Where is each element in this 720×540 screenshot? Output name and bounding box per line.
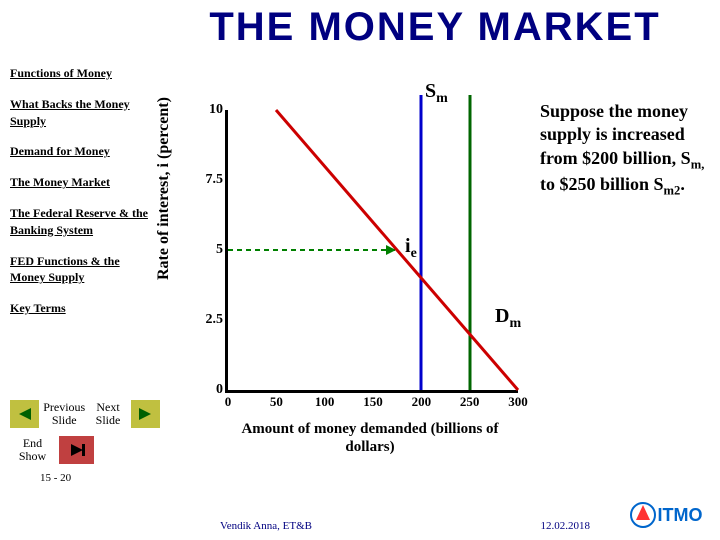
footer-date: 12.02.2018 — [541, 520, 591, 532]
xtick-50: 50 — [270, 394, 283, 410]
xtick-100: 100 — [315, 394, 335, 410]
ytick-7-5: 7.5 — [198, 172, 223, 188]
sidebar: Functions of Money What Backs the Money … — [10, 65, 155, 331]
arrow-left-icon — [15, 406, 35, 422]
logo-icon — [628, 500, 658, 530]
chart: Rate of interest, i (percent) 10 7.5 5 2… — [165, 80, 535, 480]
x-axis-label: Amount of money demanded (billions of do… — [225, 420, 515, 456]
sidebar-link-functions[interactable]: Functions of Money — [10, 65, 155, 82]
sidebar-link-fed-functions[interactable]: FED Functions & the Money Supply — [10, 253, 155, 287]
plot-region: 10 7.5 5 2.5 0 0 50 100 150 200 250 300 — [225, 110, 518, 393]
xtick-200: 200 — [412, 394, 432, 410]
xtick-300: 300 — [508, 394, 528, 410]
ytick-2-5: 2.5 — [198, 312, 223, 328]
ie-label: ie — [405, 235, 417, 262]
nav-controls: Previous Slide Next Slide End Show 15 - … — [10, 400, 160, 484]
xtick-150: 150 — [363, 394, 383, 410]
end-label: End Show — [10, 437, 55, 463]
sidebar-link-market[interactable]: The Money Market — [10, 174, 155, 191]
logo: ITMO — [620, 495, 710, 535]
slide-number: 15 - 20 — [40, 472, 160, 484]
sm-label: Sm — [425, 80, 448, 107]
sidebar-link-fed-reserve[interactable]: The Federal Reserve & the Banking System — [10, 205, 155, 239]
xtick-250: 250 — [460, 394, 480, 410]
ytick-10: 10 — [198, 102, 223, 118]
chart-svg — [228, 110, 518, 390]
y-axis-label: Rate of interest, i (percent) — [155, 97, 173, 280]
next-label: Next Slide — [89, 401, 127, 427]
prev-button[interactable] — [10, 400, 39, 428]
dm-label: Dm — [495, 305, 521, 332]
sidebar-link-backs[interactable]: What Backs the Money Supply — [10, 96, 155, 130]
next-button[interactable] — [131, 400, 160, 428]
ytick-0: 0 — [198, 382, 223, 398]
prev-label: Previous Slide — [43, 401, 85, 427]
sidebar-link-terms[interactable]: Key Terms — [10, 300, 155, 317]
annotation-text: Suppose the money supply is increased fr… — [540, 100, 710, 199]
footer-author: Vendik Anna, ET&B — [220, 520, 312, 532]
arrow-right-icon — [135, 406, 155, 422]
sidebar-link-demand[interactable]: Demand for Money — [10, 143, 155, 160]
end-button[interactable] — [59, 436, 94, 464]
stop-icon — [67, 442, 87, 458]
page-title: THE MONEY MARKET — [160, 5, 710, 50]
xtick-0: 0 — [225, 394, 232, 410]
ytick-5: 5 — [198, 242, 223, 258]
